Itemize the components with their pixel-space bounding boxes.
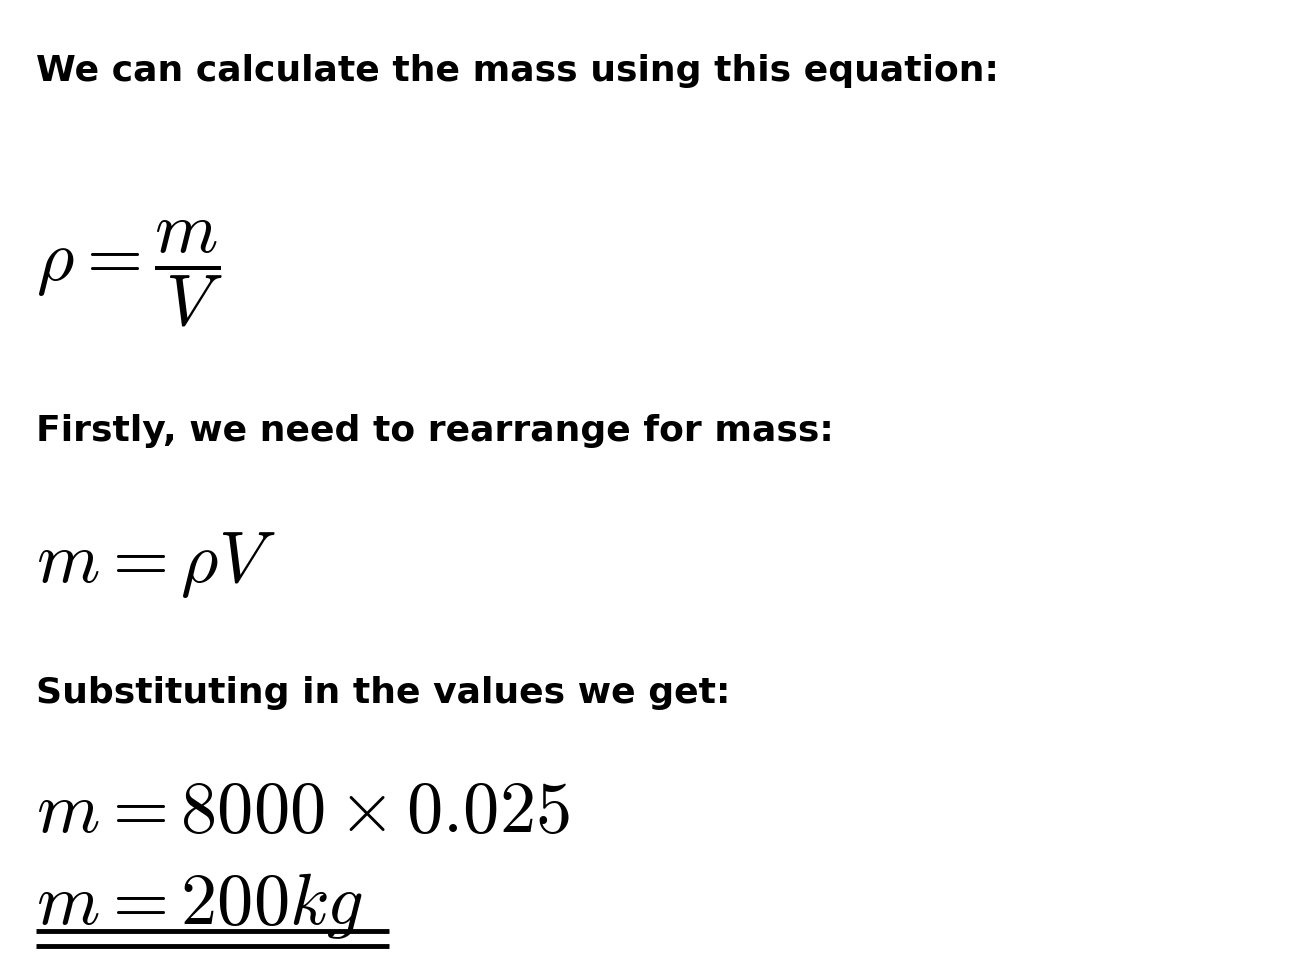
Text: $\rho = \dfrac{m}{V}$: $\rho = \dfrac{m}{V}$ (36, 219, 223, 330)
Text: $m = 200kg$: $m = 200kg$ (36, 871, 363, 941)
Text: $m = \rho V$: $m = \rho V$ (36, 530, 276, 600)
Text: Firstly, we need to rearrange for mass:: Firstly, we need to rearrange for mass: (36, 414, 834, 448)
Text: Substituting in the values we get:: Substituting in the values we get: (36, 676, 730, 710)
Text: We can calculate the mass using this equation:: We can calculate the mass using this equ… (36, 54, 999, 88)
Text: $m = 8000 \times 0.025$: $m = 8000 \times 0.025$ (36, 778, 569, 847)
